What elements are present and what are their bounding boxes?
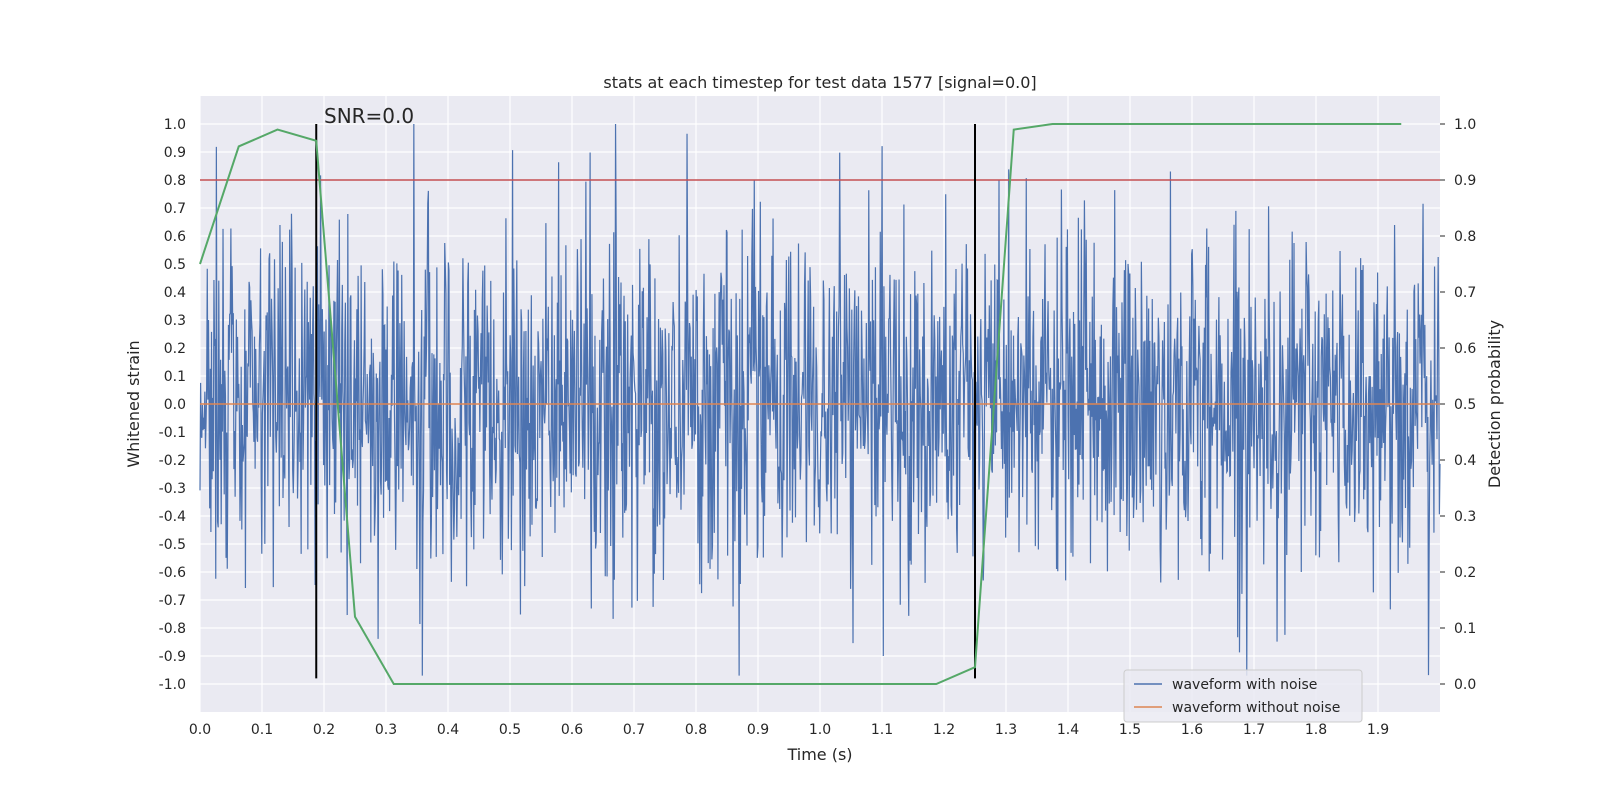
x-tick-label: 1.7: [1243, 722, 1265, 738]
x-tick-label: 1.6: [1181, 722, 1203, 738]
y-tick-label: 0.9: [164, 145, 186, 161]
y-tick-label: -0.5: [159, 537, 186, 553]
y2-tick-label: 0.5: [1454, 397, 1476, 413]
y2-tick-label: 0.7: [1454, 285, 1476, 301]
x-tick-label: 0.3: [375, 722, 397, 738]
y-tick-label: -0.6: [159, 565, 186, 581]
y-tick-label: -0.2: [159, 453, 186, 469]
y-tick-label: 0.8: [164, 173, 186, 189]
y2-tick-label: 0.1: [1454, 621, 1476, 637]
x-tick-label: 0.6: [561, 722, 583, 738]
x-tick-label: 0.9: [747, 722, 769, 738]
legend-label-clean: waveform without noise: [1172, 700, 1340, 716]
legend-label-noisy: waveform with noise: [1172, 677, 1317, 693]
y2-tick-label: 0.6: [1454, 341, 1476, 357]
y-tick-label: 0.5: [164, 257, 186, 273]
y2-axis-label: Detection probability: [1485, 320, 1504, 488]
y2-tick-label: 0.9: [1454, 173, 1476, 189]
legend: waveform with noise waveform without noi…: [1123, 669, 1363, 723]
x-tick-label: 1.9: [1367, 722, 1389, 738]
y-tick-label: -0.7: [159, 593, 186, 609]
x-tick-label: 1.5: [1119, 722, 1141, 738]
y-tick-label: 0.2: [164, 341, 186, 357]
x-tick-label: 1.0: [809, 722, 831, 738]
x-tick-label: 0.0: [189, 722, 211, 738]
y-axis-label: Whitened strain: [124, 340, 143, 467]
y-tick-label: 0.4: [164, 285, 186, 301]
series-waveform-with-noise: [199, 123, 1441, 676]
y2-tick-label: 0.8: [1454, 229, 1476, 245]
x-tick-label: 0.5: [499, 722, 521, 738]
y-tick-label: 0.6: [164, 229, 186, 245]
x-tick-label: 0.8: [685, 722, 707, 738]
y2-tick-label: 0.2: [1454, 565, 1476, 581]
tick-labels: 0.0 0.1 0.2 0.3 0.4 0.5 0.6 0.7 0.8 0.9 1.0 1.1 1.2 1…: [159, 117, 1477, 738]
y-tick-label: 1.0: [164, 117, 186, 133]
y-tick-label: 0.7: [164, 201, 186, 217]
x-tick-label: 1.2: [933, 722, 955, 738]
data-layer: [199, 123, 1441, 685]
x-tick-label: 0.1: [251, 722, 273, 738]
series-detection-probability: [199, 123, 1402, 685]
y-tick-label: -0.3: [159, 481, 186, 497]
y-tick-label: -0.9: [159, 649, 186, 665]
x-axis-label: Time (s): [786, 745, 852, 764]
x-tick-label: 1.1: [871, 722, 893, 738]
x-tick-label: 1.3: [995, 722, 1017, 738]
y2-tick-label: 0.0: [1454, 677, 1476, 693]
x-tick-label: 1.4: [1057, 722, 1079, 738]
y2-tick-label: 0.3: [1454, 509, 1476, 525]
x-tick-label: 0.4: [437, 722, 459, 738]
x-tick-label: 0.7: [623, 722, 645, 738]
y2-tick-label: 1.0: [1454, 117, 1476, 133]
y-tick-label: -0.1: [159, 425, 186, 441]
y-tick-label: -0.4: [159, 509, 186, 525]
x-tick-label: 0.2: [313, 722, 335, 738]
y-tick-label: 0.0: [164, 397, 186, 413]
y-tick-label: 0.1: [164, 369, 186, 385]
chart-title: stats at each timestep for test data 157…: [603, 73, 1036, 92]
y-tick-label: -0.8: [159, 621, 186, 637]
x-tick-label: 1.8: [1305, 722, 1327, 738]
legend-box: [1123, 669, 1363, 723]
y-tick-label: -1.0: [159, 677, 186, 693]
y-tick-label: 0.3: [164, 313, 186, 329]
y2-tick-label: 0.4: [1454, 453, 1476, 469]
snr-annotation: SNR=0.0: [324, 104, 414, 128]
